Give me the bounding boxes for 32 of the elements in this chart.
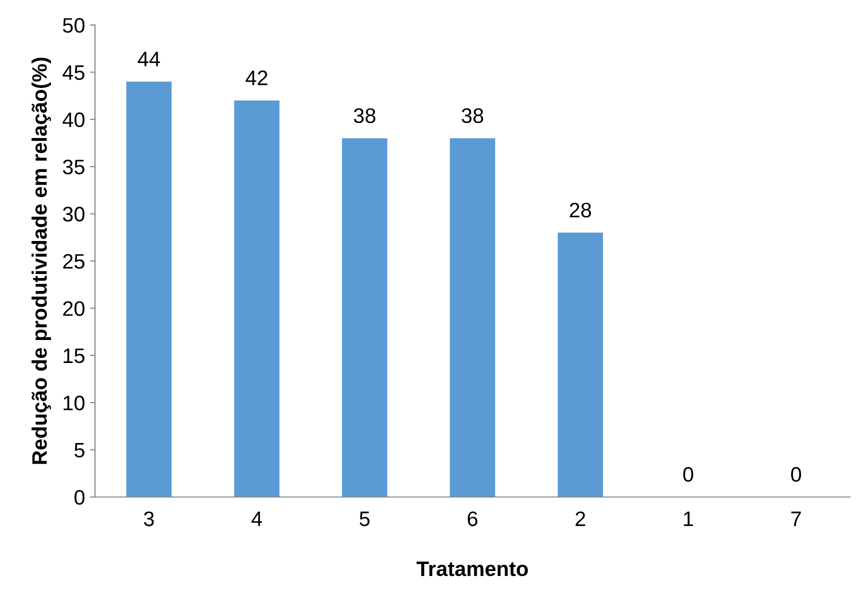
y-axis-title: Redução de produtividade em relação(%) (32, 58, 51, 464)
y-tick-label: 0 (74, 490, 84, 505)
x-tick-label: 6 (468, 511, 478, 526)
data-label: 44 (138, 52, 160, 66)
y-tick-label: 50 (62, 18, 84, 33)
x-tick-label: 4 (251, 512, 262, 526)
x-tick-label: 7 (791, 512, 801, 526)
y-tick-label: 15 (64, 348, 84, 364)
y-tick-label: 35 (62, 160, 84, 174)
y-tick-label: 10 (64, 396, 84, 410)
x-tick-label: 1 (684, 512, 693, 526)
x-tick-label: 2 (576, 511, 586, 526)
x-axis-title: Tratamento (416, 562, 528, 576)
y-tick-label: 5 (74, 443, 84, 458)
bar (342, 138, 388, 497)
y-tick-label: 25 (63, 254, 84, 269)
y-tick-label: 20 (63, 301, 84, 316)
y-tick-label: 45 (62, 65, 84, 80)
x-tick-label: 3 (144, 511, 154, 526)
data-label: 38 (462, 108, 484, 124)
bar (234, 100, 280, 497)
bar (450, 138, 496, 497)
y-tick-label: 40 (62, 112, 84, 128)
x-tick-label: 5 (360, 512, 370, 526)
data-label: 28 (570, 202, 592, 218)
data-label: 0 (791, 467, 802, 482)
bar (126, 82, 172, 497)
bar (558, 232, 604, 497)
data-label: 38 (354, 108, 376, 124)
y-tick-label: 30 (62, 206, 84, 222)
data-label: 0 (683, 467, 694, 482)
data-label: 42 (246, 70, 268, 86)
